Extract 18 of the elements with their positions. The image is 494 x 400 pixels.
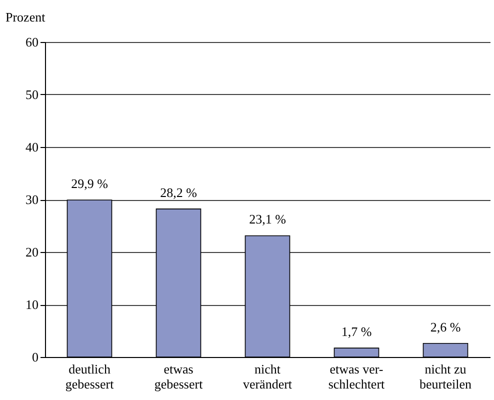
y-tick-label: 40 bbox=[26, 140, 38, 154]
y-tick-label: 0 bbox=[32, 350, 38, 364]
data-label: 2,6 % bbox=[430, 319, 461, 334]
x-tick-label: etwas gebessert bbox=[154, 362, 204, 392]
y-tick-label: 10 bbox=[26, 297, 38, 312]
data-label: 28,2 % bbox=[160, 184, 198, 200]
y-tick-label: 20 bbox=[26, 244, 38, 260]
x-tick-label: deutlich gebessert bbox=[65, 362, 114, 392]
data-label: 1,7 % bbox=[341, 324, 372, 340]
y-tick-label: 50 bbox=[26, 87, 38, 102]
y-tick-label: 30 bbox=[26, 192, 38, 207]
y-tick-label: 60 bbox=[26, 34, 38, 50]
x-tick-label: nicht verändert bbox=[242, 362, 292, 392]
x-tick-label: etwas ver- schlechtert bbox=[328, 362, 386, 392]
y-axis-title: Prozent bbox=[6, 10, 46, 24]
x-tick-label: nicht zu beurteilen bbox=[420, 362, 472, 392]
data-label: 29,9 % bbox=[71, 176, 108, 192]
data-label: 23,1 % bbox=[249, 212, 286, 227]
